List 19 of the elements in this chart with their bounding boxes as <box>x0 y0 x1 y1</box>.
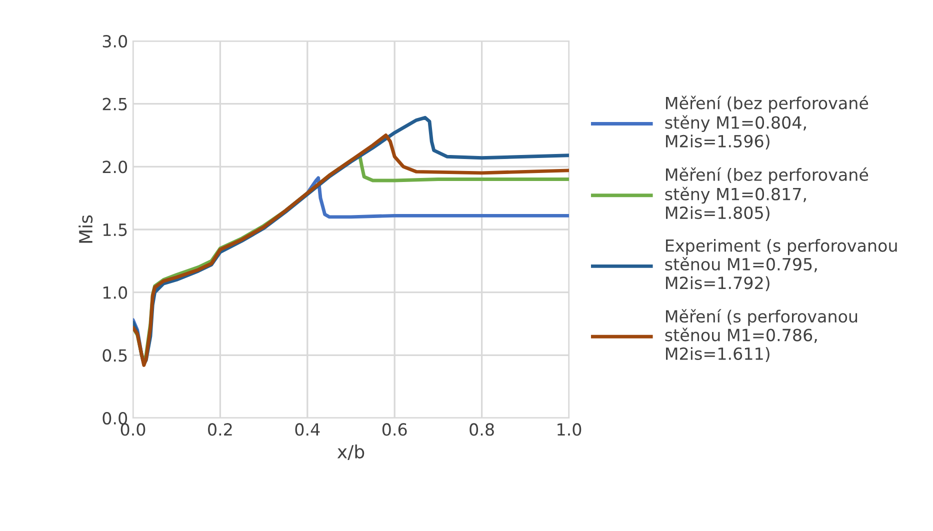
x-tick-label: 1.0 <box>558 423 582 436</box>
y-axis-title: Mis <box>78 215 93 243</box>
legend-label: Měření (bez perforované stěny M1=0.817, M2is=1.805) <box>665 167 868 222</box>
x-tick-label: 0.4 <box>295 423 320 436</box>
x-tick-label: 0.8 <box>470 423 494 436</box>
x-tick-label: 0.6 <box>382 423 407 436</box>
legend-label: Měření (s perforovanou stěnou M1=0.786, M2is=1.611) <box>665 309 858 362</box>
y-tick-label: 1.5 <box>103 224 127 236</box>
legend-label: Měření (bez perforované stěny M1=0.804, M2is=1.596) <box>665 96 868 150</box>
y-tick-label: 2.0 <box>102 160 128 174</box>
y-tick-label: 0.5 <box>102 349 127 362</box>
y-tick-label: 3.0 <box>102 34 128 48</box>
y-tick-label: 2.5 <box>102 98 127 110</box>
legend-label: Experiment (s perforovanou stěnou M1=0.795, M2is=1.792) <box>665 238 897 292</box>
x-tick-label: 0.0 <box>120 423 146 436</box>
x-tick-label: 0.2 <box>208 423 232 436</box>
y-tick-label: 0.0 <box>102 412 128 425</box>
x-axis-title: x/b <box>337 444 364 460</box>
y-tick-label: 1.0 <box>103 286 128 299</box>
